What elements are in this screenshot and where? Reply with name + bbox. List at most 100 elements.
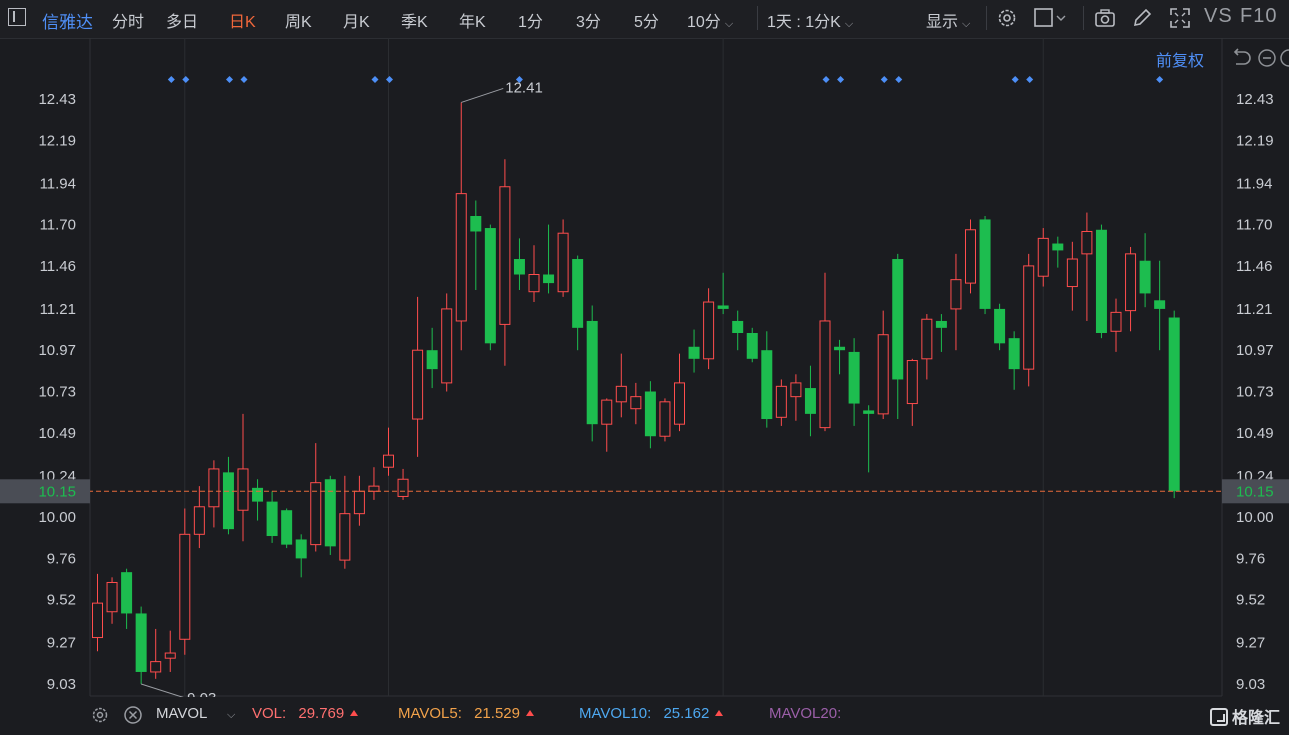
- stock-name[interactable]: 信雅达: [42, 13, 93, 32]
- candle-body: [950, 279, 962, 310]
- candle-body: [1095, 229, 1107, 333]
- mavol20-readout: MAVOL20:: [769, 705, 841, 722]
- y-tick-label-right: 9.27: [1236, 635, 1265, 652]
- candle-body: [1066, 258, 1078, 288]
- chevron-down-icon: ⌵: [844, 18, 854, 30]
- candle-body: [426, 350, 438, 370]
- period-select[interactable]: 1天 : 1分K ⌵: [767, 8, 853, 32]
- candle-body: [164, 652, 176, 659]
- arrow-up-icon: [350, 710, 359, 716]
- candle-body: [1081, 230, 1093, 255]
- candle-body: [674, 382, 685, 425]
- candlestick-chart[interactable]: 12.43 12.43 12.19 12.19 11.94 11.94 11.70 11.70…: [0, 38, 1289, 697]
- tab-10min[interactable]: 10分 ⌵: [687, 8, 733, 32]
- y-tick-label-left: 9.27: [47, 635, 76, 652]
- mavol5-label: MAVOL5:: [398, 705, 462, 722]
- candle-body: [295, 539, 307, 559]
- y-tick-label-left: 10.00: [38, 509, 76, 526]
- gear-icon[interactable]: [995, 6, 1019, 30]
- candle-body: [834, 346, 846, 351]
- y-tick-label-left: 10.97: [38, 342, 76, 359]
- pencil-icon[interactable]: [1130, 6, 1154, 30]
- y-tick-label-right: 11.21: [1236, 301, 1272, 318]
- y-tick-label-left: 11.94: [40, 175, 76, 192]
- tab-quarterly-k[interactable]: 季K: [401, 14, 428, 31]
- chevron-down-icon: ⌵: [227, 709, 236, 721]
- candle-body: [1154, 300, 1166, 309]
- zoom-out-icon[interactable]: [1257, 48, 1277, 68]
- tab-weekly-k[interactable]: 周K: [285, 14, 312, 31]
- fullscreen-icon[interactable]: [1168, 6, 1192, 30]
- y-tick-label-left: 11.70: [40, 217, 76, 234]
- candle-body: [252, 487, 264, 502]
- tab-monthly-k[interactable]: 月K: [343, 14, 370, 31]
- tab-daily-k[interactable]: 日K: [229, 14, 256, 31]
- candle-body: [135, 613, 147, 672]
- candle-body: [630, 396, 642, 410]
- event-marker-icon: [386, 76, 393, 83]
- candle-body: [848, 351, 860, 404]
- current-price-tag-right: [1222, 479, 1289, 504]
- y-tick-label-right: 9.03: [1236, 676, 1265, 693]
- candle-body: [906, 360, 918, 405]
- display-menu[interactable]: 显示 ⌵: [926, 8, 970, 32]
- y-tick-label-right: 11.94: [1236, 175, 1272, 192]
- y-tick-label-left: 11.46: [40, 258, 76, 275]
- candle-body: [543, 274, 555, 284]
- candle-body: [150, 661, 162, 673]
- candle-body: [324, 479, 336, 547]
- f10-button[interactable]: F10: [1240, 5, 1278, 27]
- candle-body: [775, 385, 787, 418]
- camera-icon[interactable]: [1093, 6, 1117, 30]
- brand-logo: 格隆汇: [1210, 704, 1280, 728]
- candle-body: [470, 216, 482, 232]
- layout-select[interactable]: [1033, 6, 1066, 30]
- low-annotation-leader: [140, 683, 184, 697]
- candle-body: [979, 219, 991, 309]
- candle-body: [412, 349, 424, 420]
- candle-body: [601, 399, 613, 425]
- tab-1min[interactable]: 1分: [518, 14, 543, 31]
- zoom-in-icon[interactable]: [1280, 48, 1289, 68]
- candle-body: [92, 602, 103, 639]
- chevron-down-icon: ⌵: [724, 18, 734, 30]
- tab-yearly-k[interactable]: 年K: [459, 14, 486, 31]
- high-annotation-leader: [461, 87, 504, 103]
- candle-body: [703, 301, 715, 360]
- candle-body: [339, 513, 351, 561]
- close-icon[interactable]: [123, 705, 143, 725]
- indicator-bar: MAVOL ⌵ VOL: 29.769 MAVOL5: 21.529 MAVOL…: [90, 697, 1289, 735]
- tab-multi-day[interactable]: 多日: [166, 14, 199, 31]
- low-annotation-label: 9.03: [187, 690, 216, 697]
- undo-icon[interactable]: [1230, 48, 1252, 68]
- candle-body: [572, 259, 584, 328]
- adjust-mode-button[interactable]: 前复权: [1156, 53, 1205, 70]
- mavol5-value: 21.529: [474, 705, 520, 722]
- mavol10-value: 25.162: [663, 705, 710, 722]
- tab-intraday[interactable]: 分时: [112, 14, 145, 31]
- mavol10-readout: MAVOL10: 25.162: [579, 705, 724, 722]
- candle-body: [528, 274, 540, 293]
- current-price-label-left: 10.15: [38, 483, 76, 500]
- y-tick-label-right: 10.73: [1236, 384, 1274, 401]
- candle-body: [892, 259, 904, 380]
- y-tick-label-right: 12.19: [1236, 132, 1274, 149]
- tab-5min[interactable]: 5分: [634, 14, 659, 31]
- candle-body: [994, 308, 1006, 344]
- sidebar-toggle-icon[interactable]: [8, 8, 26, 26]
- candle-body: [179, 533, 191, 640]
- vs-compare-button[interactable]: VS: [1204, 5, 1233, 27]
- candle-body: [499, 186, 511, 325]
- indicator-select[interactable]: MAVOL ⌵: [156, 705, 235, 722]
- mavol5-readout: MAVOL5: 21.529: [398, 705, 534, 722]
- candle-body: [1139, 260, 1151, 294]
- tab-3min[interactable]: 3分: [576, 14, 601, 31]
- event-marker-icon: [880, 76, 888, 83]
- candle-body: [615, 385, 627, 403]
- settings-icon[interactable]: [90, 705, 110, 725]
- candle-body: [397, 478, 409, 497]
- y-tick-label-left: 10.49: [38, 425, 76, 442]
- candle-body: [281, 510, 293, 545]
- event-marker-icon: [1156, 76, 1164, 83]
- candle-body: [121, 572, 133, 614]
